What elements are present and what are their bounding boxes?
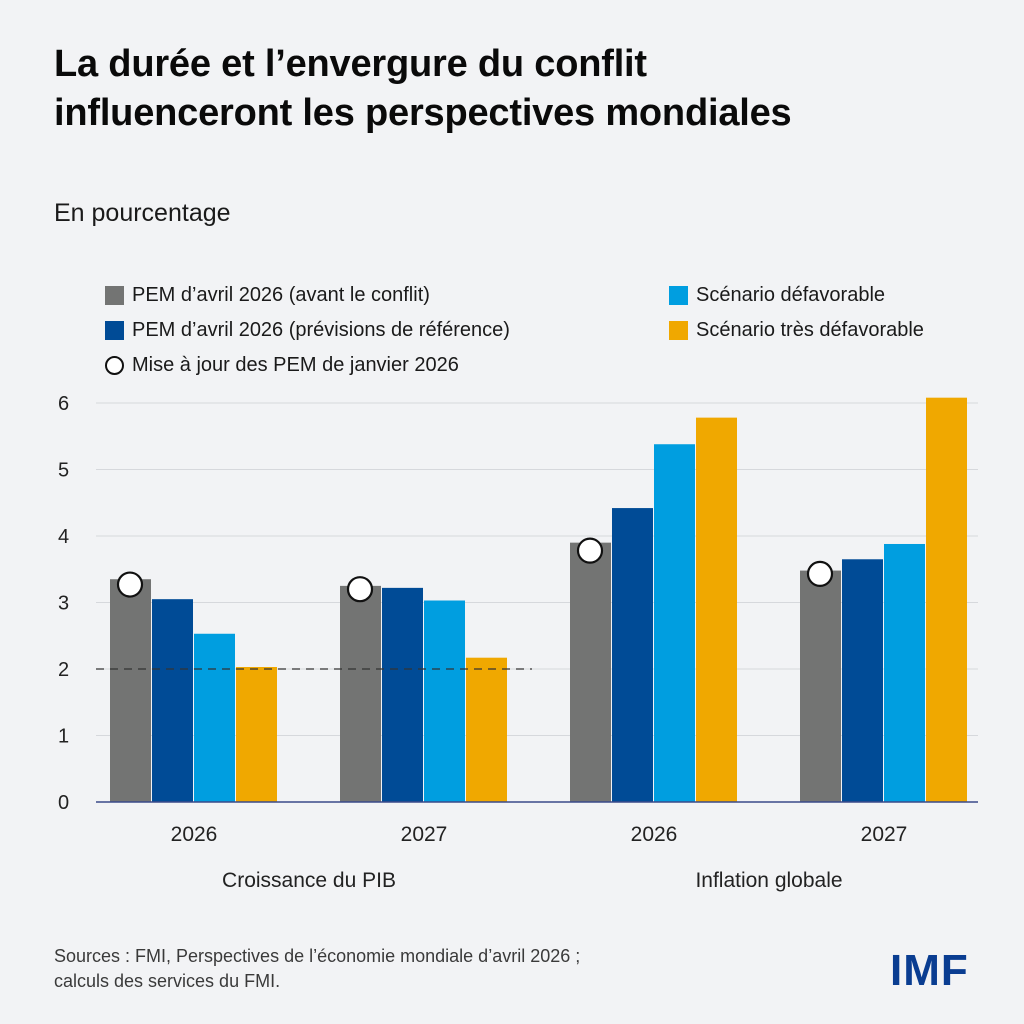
legend-swatch <box>105 321 124 340</box>
bar <box>194 633 235 802</box>
bar <box>926 397 967 802</box>
group-label: Inflation globale <box>695 869 842 892</box>
legend-label: Scénario très défavorable <box>696 319 924 341</box>
chart-subtitle: En pourcentage <box>54 199 231 227</box>
bar <box>236 667 277 802</box>
chart-title: La durée et l’envergure du conflit influ… <box>54 40 974 138</box>
legend-label: PEM d’avril 2026 (prévisions de référenc… <box>132 319 510 341</box>
legend-label: Scénario défavorable <box>696 284 886 306</box>
legend-swatch <box>669 286 688 305</box>
x-tick-label: 2027 <box>861 823 908 846</box>
bar <box>800 570 841 802</box>
marker-circle <box>346 576 374 603</box>
bar <box>570 542 611 802</box>
bar <box>612 508 653 802</box>
x-tick-label: 2026 <box>171 823 218 846</box>
y-tick-label: 6 <box>58 393 69 415</box>
legend-item-pem-janvier: Mise à jour des PEM de janvier 2026 <box>105 354 459 377</box>
legend-label: PEM d’avril 2026 (avant le conflit) <box>132 284 430 306</box>
legend-item-pem-avant-conflit: PEM d’avril 2026 (avant le conflit) <box>105 284 430 307</box>
marker-circle <box>806 560 834 588</box>
title-line-1: La durée et l’envergure du conflit <box>54 43 647 85</box>
y-tick-label: 0 <box>58 792 69 814</box>
bar <box>340 585 381 802</box>
bar <box>466 657 507 802</box>
source-line-1: Sources : FMI, Perspectives de l’économi… <box>54 946 581 966</box>
legend-marker-circle <box>105 356 124 375</box>
legend-label: Mise à jour des PEM de janvier 2026 <box>132 354 459 376</box>
x-tick-label: 2027 <box>401 823 448 846</box>
source-line-2: calculs des services du FMI. <box>54 971 281 991</box>
y-tick-label: 1 <box>58 726 69 748</box>
bar <box>110 579 151 802</box>
imf-logo: IMF <box>890 946 969 995</box>
y-tick-label: 2 <box>58 659 69 681</box>
bar <box>884 543 925 802</box>
marker-circle <box>576 537 604 564</box>
legend-swatch <box>105 286 124 305</box>
y-tick-label: 4 <box>58 526 69 548</box>
y-tick-label: 5 <box>58 460 69 482</box>
title-line-2: influenceront les perspectives mondiales <box>54 92 792 134</box>
bar <box>152 599 193 802</box>
legend-swatch <box>669 321 688 340</box>
source-note: Sources : FMI, Perspectives de l’économi… <box>54 944 580 994</box>
bar <box>696 417 737 802</box>
bar <box>654 444 695 802</box>
bar <box>424 600 465 802</box>
x-tick-label: 2026 <box>631 823 678 846</box>
bar <box>842 559 883 802</box>
marker-circle <box>116 571 144 598</box>
legend-item-scenario-defavorable: Scénario défavorable <box>669 284 885 307</box>
group-label: Croissance du PIB <box>222 869 396 892</box>
y-tick-label: 3 <box>58 593 69 615</box>
legend-item-scenario-tres-defavorable: Scénario très défavorable <box>669 319 924 342</box>
bar <box>382 587 423 802</box>
legend-item-pem-reference: PEM d’avril 2026 (prévisions de référenc… <box>105 319 510 342</box>
